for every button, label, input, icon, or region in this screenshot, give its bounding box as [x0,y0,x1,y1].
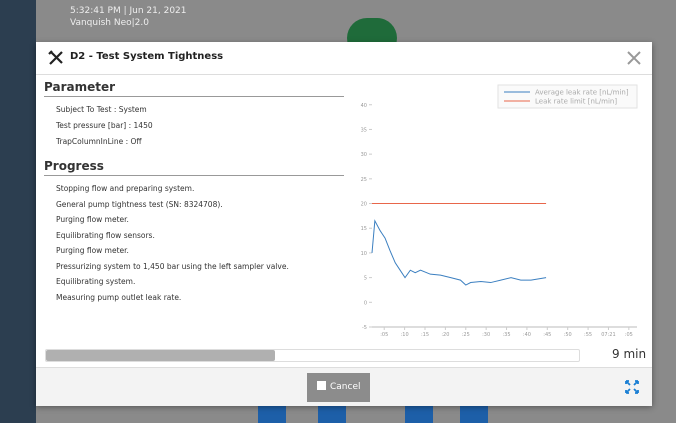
instrument: Vanquish Neo|2.0 [70,18,149,28]
cancel-label: Cancel [330,382,361,392]
y-tick-label: 15 [361,226,367,232]
chart: -5 0 5 10 15 20 25 30 35 40 :05 :10 :15 :20 :25 :30 :35:… [361,84,638,338]
legend-box [497,84,638,109]
section-heading: Progress [44,159,104,173]
close-button[interactable] [626,50,642,66]
section-heading: Parameter [44,80,116,94]
progress-bar [45,349,580,362]
x-tick-label: :45 [543,332,551,338]
expand-button[interactable] [625,380,639,394]
parameter-item: Subject To Test : System [56,105,147,114]
progress-item: Measuring pump outlet leak rate. [56,292,182,302]
x-tick-label: :15 [421,332,429,338]
x-tick-label: :35 [503,332,511,338]
dialog-header: D2 - Test System Tightness [36,42,652,75]
remaining-time: 9 min [612,347,647,361]
progress-item: General pump tightness test (SN: 8324708… [56,199,223,209]
x-tick-label: :05 [380,332,388,338]
x-tick-label: :05 [625,332,633,338]
y-tick-label: -5 [362,325,367,331]
legend-label: Leak rate limit [nL/min] [535,98,617,106]
y-tick-label: 40 [361,103,367,109]
x-tick-label: :20 [441,332,449,338]
progress-item: Pressurizing system to 1,450 bar using t… [56,261,289,271]
progress-item: Equilibrating flow sensors. [56,230,155,240]
x-tick-label: :25 [462,332,470,338]
progress-fill [46,350,275,361]
y-tick-label: 25 [361,177,367,183]
divider [44,96,344,97]
progress-item: Purging flow meter. [56,215,129,224]
legend-label: Average leak rate [nL/min] [535,89,629,97]
x-tick-label: :10 [401,332,409,338]
progress-item: Purging flow meter. [56,246,129,255]
y-tick-label: 20 [361,202,367,208]
y-tick-label: 35 [361,127,367,133]
x-tick-label: :40 [523,332,531,338]
x-tick-label: :30 [482,332,490,338]
divider [44,175,344,176]
data-line [371,219,547,286]
x-tick-label: :55 [584,332,592,338]
y-tick-label: 30 [361,152,367,158]
dialog-footer: Cancel [36,367,652,406]
parameter-item: Test pressure [bar] : 1450 [56,121,153,130]
x-tick-label: :50 [564,332,572,338]
y-tick-label: 0 [364,300,367,306]
sidebar [0,0,36,423]
y-tick-label: 10 [361,251,367,257]
time: 5:32:41 PM | Jun 21, 2021 [70,6,187,16]
tools-icon [48,50,63,65]
cancel-button[interactable]: Cancel [307,373,370,402]
x-tick-label: 07:21 [601,332,615,338]
dialog-title: D2 - Test System Tightness [70,51,224,62]
progress-item: Equilibrating system. [56,277,136,286]
parameter-item: TrapColumnInLine : Off [56,137,142,146]
y-tick-label: 5 [364,276,367,282]
progress-item: Stopping flow and preparing system. [56,184,195,193]
